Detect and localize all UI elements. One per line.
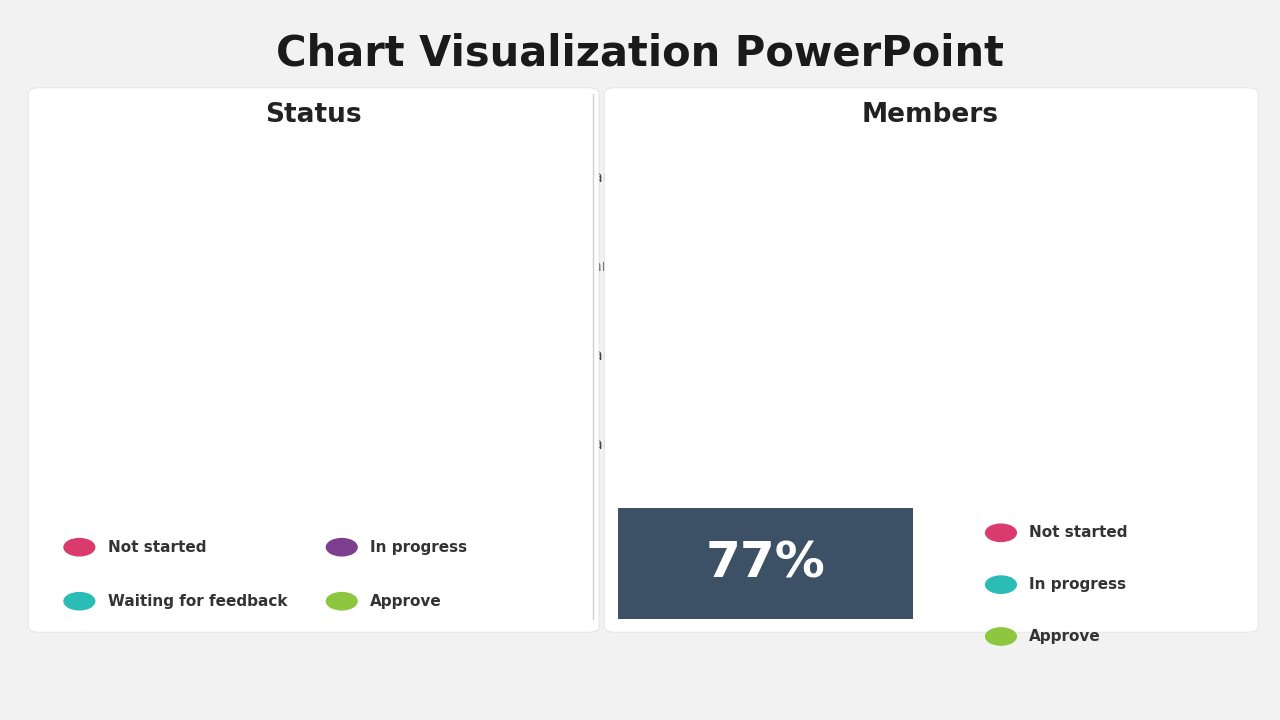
Circle shape	[229, 239, 385, 395]
Bar	[918, 426, 978, 460]
Text: Not started: Not started	[108, 540, 206, 554]
Text: Approve: Approve	[1029, 629, 1101, 644]
Bar	[659, 426, 838, 460]
Text: Chart Visualization PowerPoint: Chart Visualization PowerPoint	[276, 32, 1004, 74]
Bar	[659, 337, 778, 371]
Text: In progress: In progress	[1029, 577, 1126, 592]
Text: Waiting for feedback: Waiting for feedback	[108, 594, 287, 608]
Bar	[659, 159, 838, 193]
Bar	[838, 248, 897, 282]
Bar	[838, 426, 918, 460]
Text: Approve: Approve	[370, 594, 442, 608]
Circle shape	[227, 236, 388, 397]
Bar	[937, 159, 1137, 193]
Bar	[778, 337, 937, 371]
Wedge shape	[381, 321, 445, 366]
Bar	[838, 159, 937, 193]
Text: Members: Members	[861, 102, 1000, 128]
Text: Not started: Not started	[1029, 526, 1128, 540]
Text: 44: 44	[276, 282, 338, 325]
Bar	[937, 337, 997, 371]
Bar	[897, 248, 997, 282]
Wedge shape	[358, 346, 436, 423]
Text: 77%: 77%	[705, 539, 826, 587]
Text: Status: Status	[265, 102, 362, 128]
Wedge shape	[271, 179, 445, 324]
Text: In progress: In progress	[370, 540, 467, 554]
Bar	[659, 248, 838, 282]
Wedge shape	[169, 184, 397, 455]
Text: Tasks Left: Tasks Left	[264, 333, 351, 351]
